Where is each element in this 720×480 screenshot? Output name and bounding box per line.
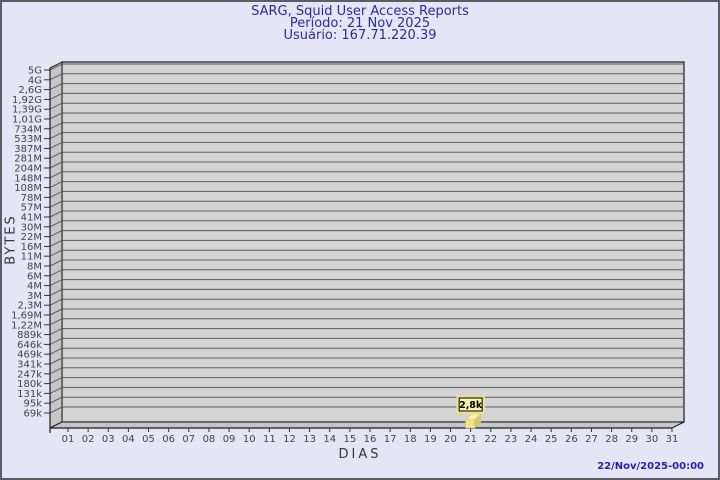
- x-tick-label: 28: [605, 434, 618, 445]
- y-tick-label: 148M: [14, 173, 42, 184]
- y-tick-label: 734M: [14, 124, 42, 135]
- y-tick-label: 5G: [28, 66, 42, 77]
- x-tick-label: 01: [62, 434, 75, 445]
- x-tick-label: 31: [666, 434, 679, 445]
- x-tick-label: 07: [182, 434, 195, 445]
- x-tick-label: 26: [565, 434, 578, 445]
- x-tick-label: 23: [505, 434, 518, 445]
- chart-user: Usuário: 167.71.220.39: [283, 28, 437, 43]
- y-axis-labels: 5G4G2,6G1,92G1,39G1,01G734M533M387M281M2…: [11, 66, 50, 420]
- x-axis-labels: 01 02 03 04 05 06 07 08 09 10 11 12 13 14 15 16 17 18 19 20…: [62, 428, 679, 445]
- x-tick-label: 08: [203, 434, 216, 445]
- y-tick-label: 11M: [21, 252, 42, 263]
- y-tick-label: 2,6G: [18, 85, 42, 96]
- y-tick-label: 8M: [27, 262, 42, 273]
- y-tick-label: 646k: [17, 340, 42, 351]
- chart-header: SARG, Squid User Access Reports Período:…: [2, 4, 718, 43]
- y-tick-label: 533M: [14, 134, 42, 145]
- y-tick-label: 387M: [14, 144, 42, 155]
- axis-lines: [49, 68, 672, 433]
- x-tick-label: 18: [404, 434, 417, 445]
- y-tick-label: 95k: [23, 399, 42, 410]
- y-tick-label: 6M: [27, 271, 42, 282]
- y-tick-label: 1,01G: [12, 115, 42, 126]
- x-tick-label: 16: [364, 434, 377, 445]
- y-tick-label: 108M: [14, 183, 42, 194]
- y-tick-label: 41M: [21, 213, 42, 224]
- x-tick-label: 05: [142, 434, 155, 445]
- x-tick-label: 04: [122, 434, 135, 445]
- bar-value-tag: 2,8k: [456, 395, 485, 414]
- y-tick-label: 180k: [17, 379, 42, 390]
- x-tick-label: 03: [102, 434, 115, 445]
- chart-title: SARG, Squid User Access Reports: [251, 4, 469, 19]
- x-tick-label: 24: [525, 434, 538, 445]
- x-tick-label: 10: [243, 434, 256, 445]
- x-axis-title: DIAS: [338, 447, 382, 462]
- x-tick-label: 13: [303, 434, 316, 445]
- x-tick-label: 11: [263, 434, 276, 445]
- x-tick-label: 21: [464, 434, 477, 445]
- x-tick-label: 19: [424, 434, 437, 445]
- x-tick-label: 12: [283, 434, 296, 445]
- y-tick-label: 341k: [17, 360, 42, 371]
- y-tick-label: 78M: [21, 193, 42, 204]
- x-tick-label: 02: [82, 434, 95, 445]
- x-tick-label: 27: [585, 434, 598, 445]
- y-tick-label: 131k: [17, 389, 42, 400]
- y-tick-label: 204M: [14, 164, 42, 175]
- y-tick-label: 281M: [14, 154, 42, 165]
- y-tick-label: 1,92G: [12, 95, 42, 106]
- y-tick-label: 247k: [17, 369, 42, 380]
- grid-lines: [62, 63, 684, 408]
- x-tick-label: 25: [545, 434, 558, 445]
- bar-day-21: [464, 413, 482, 429]
- x-tick-label: 15: [343, 434, 356, 445]
- y-tick-label: 3M: [27, 291, 42, 302]
- y-tick-label: 1,39G: [12, 105, 42, 116]
- bar-value-label: 2,8k: [459, 400, 483, 411]
- y-tick-label: 4M: [27, 281, 42, 292]
- chart-period: Período: 21 Nov 2025: [289, 16, 431, 31]
- x-tick-label: 09: [223, 434, 236, 445]
- x-tick-label: 22: [484, 434, 497, 445]
- plot-area: [61, 61, 685, 423]
- x-tick-label: 14: [323, 434, 336, 445]
- y-tick-label: 69k: [23, 409, 42, 420]
- x-tick-label: 20: [444, 434, 457, 445]
- y-tick-label: 2,3M: [17, 301, 42, 312]
- y-tick-label: 4G: [28, 75, 42, 86]
- x-tick-label: 17: [384, 434, 397, 445]
- y-tick-label: 1,69M: [11, 311, 42, 322]
- x-tick-label: 29: [625, 434, 638, 445]
- y-tick-label: 30M: [21, 222, 42, 233]
- floor: [49, 421, 685, 429]
- left-wall: [49, 61, 63, 429]
- x-tick-label: 06: [162, 434, 175, 445]
- y-axis-title: BYTES: [3, 214, 19, 265]
- y-tick-label: 469k: [17, 350, 42, 361]
- y-tick-label: 57M: [21, 203, 42, 214]
- y-tick-label: 16M: [21, 242, 42, 253]
- generation-timestamp: 22/Nov/2025-00:00: [597, 461, 704, 472]
- y-tick-label: 22M: [21, 232, 42, 243]
- x-tick-label: 30: [645, 434, 658, 445]
- y-tick-label: 889k: [17, 330, 42, 341]
- y-tick-label: 1,22M: [11, 320, 42, 331]
